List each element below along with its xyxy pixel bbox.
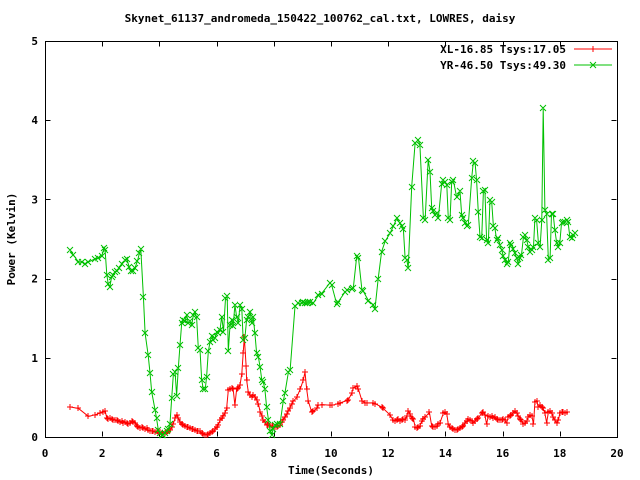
data-series — [66, 104, 579, 439]
x-tick-label: 12 — [382, 447, 395, 460]
x-tick-label: 18 — [553, 447, 566, 460]
x-tick-label: 6 — [213, 447, 220, 460]
x-tick-label: 14 — [439, 447, 453, 460]
chart-title: Skynet_61137_andromeda_150422_100762_cal… — [125, 12, 516, 25]
plot-border — [45, 41, 618, 438]
legend-label-yr: YR-46.50 Tsys:49.30 — [440, 59, 566, 72]
x-tick-label: 20 — [610, 447, 623, 460]
x-tick-label: 4 — [156, 447, 163, 460]
x-axis-title: Time(Seconds) — [288, 464, 374, 477]
y-tick-label: 4 — [31, 114, 38, 127]
legend-sample-marker-0 — [590, 46, 596, 52]
y-tick-label: 1 — [31, 352, 38, 365]
x-tick-label: 2 — [99, 447, 106, 460]
x-tick-label: 0 — [42, 447, 49, 460]
legend-line-samples — [574, 46, 612, 69]
y-axis-title: Power (Kelvin) — [5, 193, 18, 286]
x-tick-label: 16 — [496, 447, 510, 460]
x-tick-label: 10 — [324, 447, 337, 460]
legend: XL-16.85 Tsys:17.05 YR-46.50 Tsys:49.30 — [440, 43, 612, 72]
y-tick-label: 0 — [31, 431, 38, 444]
y-tick-label: 3 — [31, 193, 38, 206]
series-markers-1 — [66, 104, 579, 439]
legend-label-xl: XL-16.85 Tsys:17.05 — [440, 43, 566, 56]
y-tick-label: 5 — [31, 35, 38, 48]
x-tick-label: 8 — [270, 447, 277, 460]
y-tick-label: 2 — [31, 273, 38, 286]
legend-sample-marker-1 — [589, 61, 597, 69]
